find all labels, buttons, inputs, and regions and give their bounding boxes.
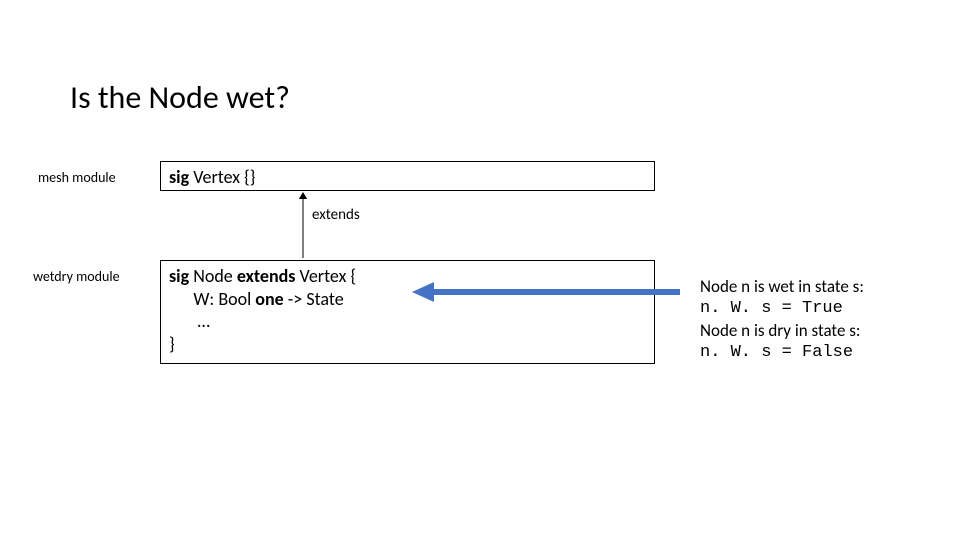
node-sig-box: sig Node extends Vertex { W: Bool one ->… bbox=[160, 260, 655, 364]
page-title: Is the Node wet? bbox=[70, 78, 290, 117]
mesh-module-label: mesh module bbox=[38, 169, 116, 186]
code-line: … bbox=[169, 310, 646, 333]
annotation-line: Node n is dry in state s: bbox=[700, 320, 864, 342]
annotation-line: n. W. s = True bbox=[700, 298, 864, 320]
annotation-line: Node n is wet in state s: bbox=[700, 276, 864, 298]
code-line: } bbox=[169, 333, 646, 356]
annotation-arrow bbox=[410, 278, 682, 306]
extends-arrow bbox=[294, 183, 312, 260]
wetdry-module-label: wetdry module bbox=[33, 268, 120, 285]
code-line: sig Vertex {} bbox=[169, 166, 646, 189]
extends-label: extends bbox=[312, 206, 360, 224]
vertex-sig-box: sig Vertex {} bbox=[160, 161, 655, 191]
annotation-text: Node n is wet in state s:n. W. s = TrueN… bbox=[700, 276, 864, 364]
annotation-line: n. W. s = False bbox=[700, 342, 864, 364]
